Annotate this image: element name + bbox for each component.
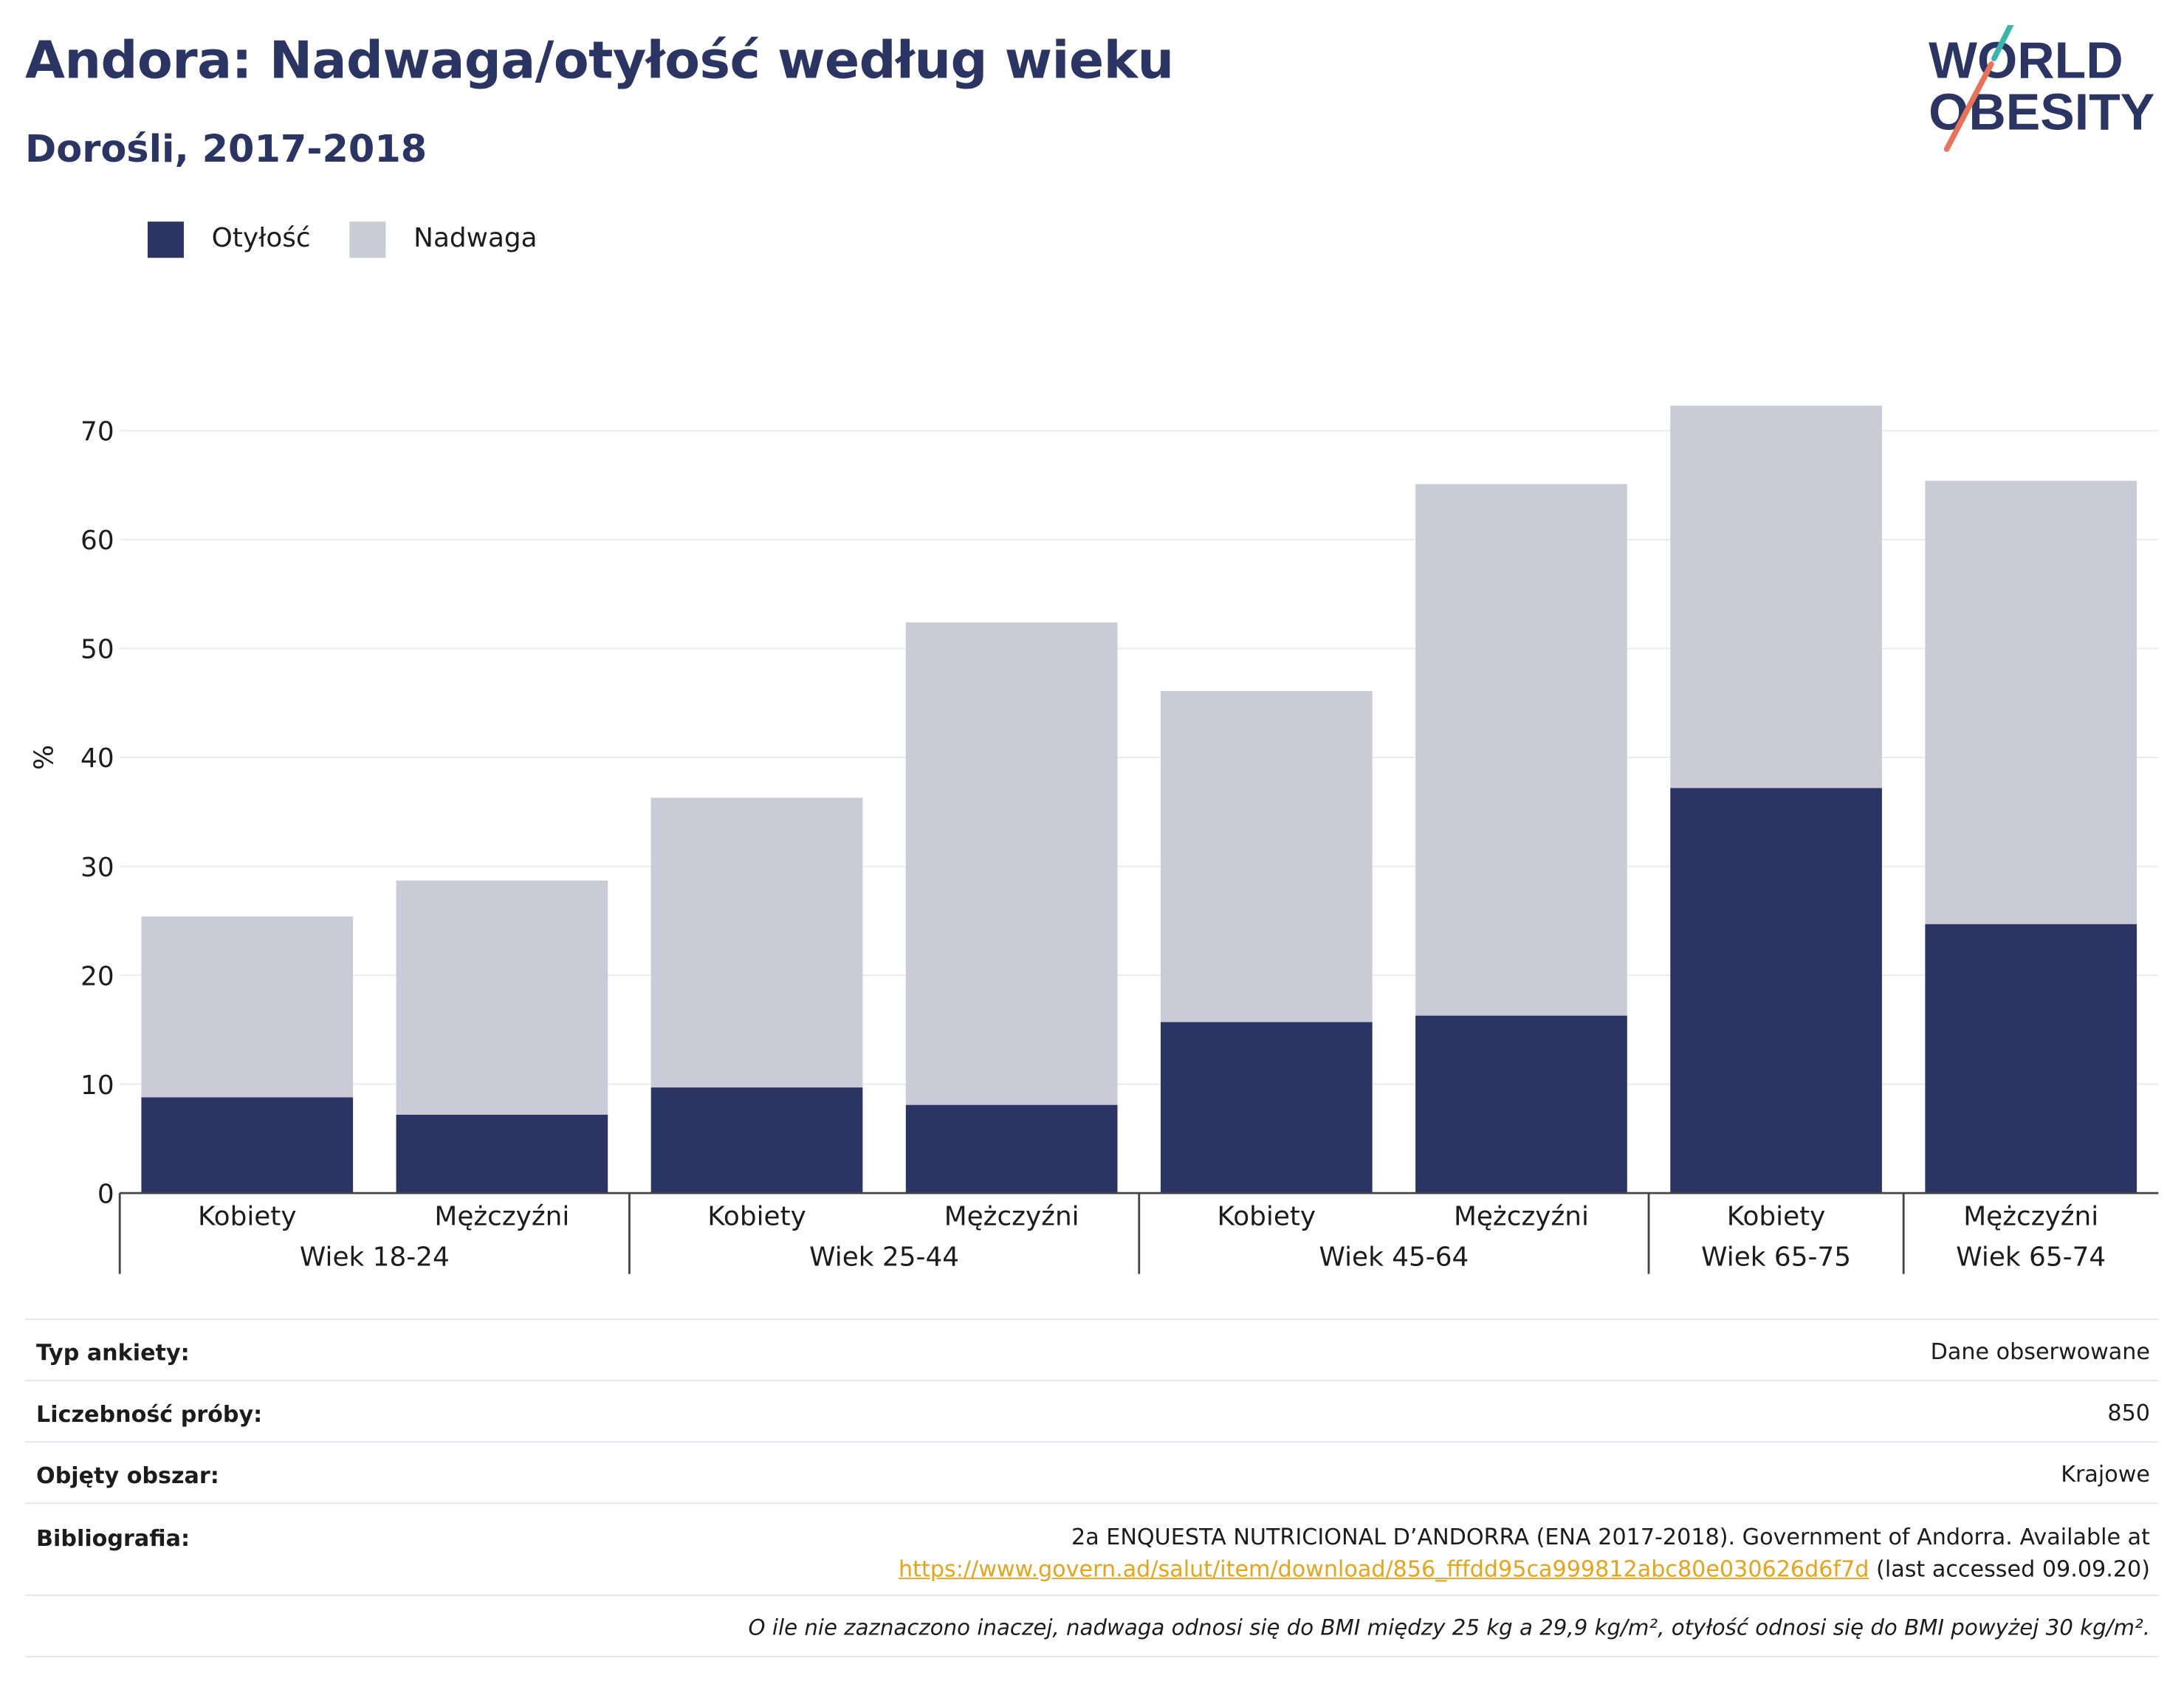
bibliography-suffix: (last accessed 09.09.20): [1869, 1555, 2150, 1582]
world-obesity-logo: WORLD OBESITY: [1929, 24, 2154, 152]
bar-segment-overweight: [141, 916, 354, 1098]
page-subtitle: Dorośli, 2017-2018: [24, 128, 427, 172]
info-key: Bibliografia:: [36, 1524, 190, 1552]
x-category-label: Mężczyźni: [944, 1202, 1079, 1232]
x-category-label: Mężczyźni: [1963, 1202, 2098, 1232]
info-row-bibliography: Bibliografia: 2a ENQUESTA NUTRICIONAL D’…: [24, 1502, 2159, 1595]
info-row-area-covered: Objęty obszar: Krajowe: [24, 1441, 2159, 1504]
legend-swatch-obesity: [147, 221, 184, 258]
x-category-label: Kobiety: [707, 1202, 806, 1232]
y-tick-label: 10: [80, 1070, 114, 1101]
x-category-label: Kobiety: [198, 1202, 297, 1232]
y-tick-label: 60: [80, 526, 114, 556]
page-title: Andora: Nadwaga/otyłość według wieku: [24, 30, 1174, 91]
bar-segment-obesity: [905, 1104, 1118, 1194]
logo-text-world: WORLD: [1929, 32, 2123, 89]
y-tick-label: 30: [80, 853, 114, 883]
info-row-survey-type: Typ ankiety: Dane obserwowane: [24, 1318, 2159, 1381]
bar-segment-overweight: [1670, 405, 1882, 788]
x-category-label: Kobiety: [1218, 1202, 1316, 1232]
bar-segment-obesity: [1670, 788, 1882, 1194]
x-group-label: Wiek 25-44: [809, 1242, 959, 1272]
bar-segment-overweight: [396, 880, 608, 1115]
bibliography-link-line: https://www.govern.ad/salut/item/downloa…: [899, 1553, 2150, 1584]
logo-slash-coral: [1943, 61, 1994, 152]
bottom-divider: [24, 1655, 2159, 1657]
x-group-label: Wiek 45-64: [1319, 1242, 1469, 1272]
footnote: O ile nie zaznaczono inaczej, nadwaga od…: [748, 1615, 2150, 1641]
x-category-label: Mężczyźni: [1454, 1202, 1589, 1232]
x-category-label: Mężczyźni: [434, 1202, 569, 1232]
info-key: Liczebność próby:: [36, 1400, 263, 1428]
bar-segment-overweight: [1415, 484, 1627, 1016]
info-value: Krajowe: [2061, 1460, 2150, 1488]
y-tick-label: 50: [80, 635, 114, 665]
logo-slash-teal: [1991, 24, 2014, 62]
y-tick-label: 40: [80, 743, 114, 774]
bar-segment-overweight: [1160, 691, 1373, 1022]
legend-label-obesity: Otyłość: [211, 223, 311, 254]
bar-segment-obesity: [1415, 1015, 1627, 1194]
logo-text-obesity: OBESITY: [1929, 83, 2154, 141]
y-tick-label: 0: [97, 1179, 114, 1209]
bar-segment-obesity: [650, 1087, 863, 1194]
legend-label-overweight: Nadwaga: [413, 223, 538, 254]
x-category-label: Kobiety: [1727, 1202, 1826, 1232]
x-group-label: Wiek 18-24: [300, 1242, 450, 1272]
info-value-bibliography: 2a ENQUESTA NUTRICIONAL D’ANDORRA (ENA 2…: [899, 1521, 2150, 1585]
y-axis-label: %: [30, 745, 60, 770]
bar-segment-obesity: [396, 1114, 608, 1194]
x-group-label: Wiek 65-74: [1956, 1242, 2106, 1272]
info-divider: [24, 1594, 2159, 1596]
bar-segment-obesity: [1925, 924, 2137, 1194]
bar-segment-obesity: [141, 1097, 354, 1194]
x-group-label: Wiek 65-75: [1701, 1242, 1851, 1272]
info-key: Objęty obszar:: [36, 1462, 219, 1489]
legend-swatch-overweight: [349, 221, 386, 258]
info-value: 850: [2107, 1399, 2150, 1426]
bar-segment-overweight: [905, 622, 1118, 1105]
bibliography-link[interactable]: https://www.govern.ad/salut/item/downloa…: [899, 1555, 1869, 1582]
bar-segment-overweight: [650, 797, 863, 1088]
info-row-sample-size: Liczebność próby: 850: [24, 1380, 2159, 1443]
bibliography-text: 2a ENQUESTA NUTRICIONAL D’ANDORRA (ENA 2…: [1071, 1523, 2150, 1550]
bar-segment-obesity: [1160, 1022, 1373, 1194]
y-tick-label: 20: [80, 961, 114, 991]
y-tick-label: 70: [80, 417, 114, 447]
stacked-bar-chart: 0 10 20 30 40 50 60 70% Kobiety Mężczyźni Kobiety M…: [30, 405, 2159, 1274]
info-key: Typ ankiety:: [36, 1339, 190, 1366]
info-value: Dane obserwowane: [1930, 1338, 2150, 1365]
bar-segment-overweight: [1925, 481, 2137, 924]
